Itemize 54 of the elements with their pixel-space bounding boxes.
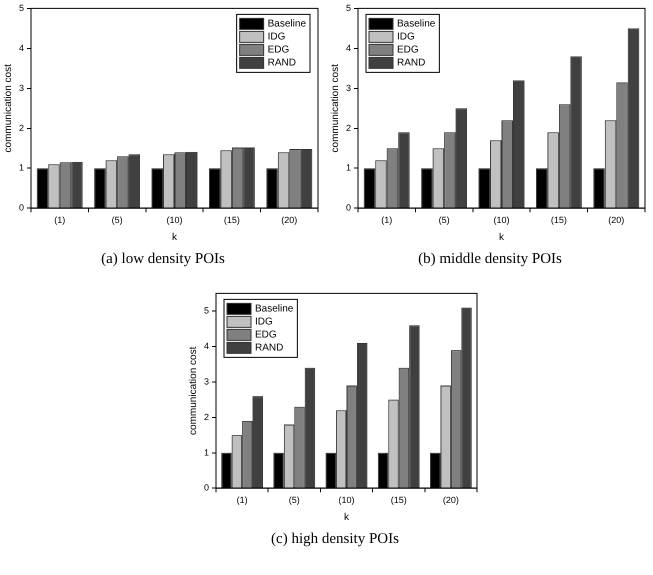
y-tick-label: 0 bbox=[204, 482, 210, 493]
legend-label: EDG bbox=[268, 44, 290, 56]
legend-label: IDG bbox=[255, 316, 274, 328]
x-tick-label: (1) bbox=[236, 495, 248, 506]
y-tick-label: 2 bbox=[204, 412, 210, 422]
y-tick-label: 4 bbox=[18, 42, 24, 53]
text: (c) high density POIs bbox=[270, 531, 400, 548]
y-tick-label: 5 bbox=[204, 306, 210, 316]
x-tick-label: (5) bbox=[112, 215, 123, 226]
x-tick-label: (20) bbox=[281, 215, 298, 226]
x-tick-label: (10) bbox=[166, 215, 183, 226]
x-axis-title: k bbox=[499, 232, 506, 243]
y-axis-title: communication cost bbox=[330, 64, 341, 152]
legend-label: Baseline bbox=[268, 18, 306, 30]
legend-label: EDG bbox=[397, 44, 419, 56]
y-tick-label: 4 bbox=[204, 341, 210, 352]
text: (b) middle density POIs bbox=[417, 251, 563, 268]
x-tick-label: (15) bbox=[390, 495, 407, 506]
legend-label: Baseline bbox=[397, 18, 436, 30]
y-tick-label: 1 bbox=[346, 162, 352, 173]
x-tick-label: (10) bbox=[338, 495, 355, 506]
legend-label: IDG bbox=[268, 32, 286, 43]
y-tick-label: 0 bbox=[346, 202, 352, 213]
legend-label: IDG bbox=[397, 32, 416, 43]
y-tick-label: 5 bbox=[346, 2, 352, 13]
y-tick-label: 2 bbox=[18, 122, 24, 133]
x-tick-label: (5) bbox=[288, 495, 300, 506]
x-axis-title: k bbox=[172, 232, 178, 243]
y-tick-label: 3 bbox=[18, 82, 24, 93]
x-tick-label: (1) bbox=[381, 215, 392, 226]
x-tick-label: (15) bbox=[550, 215, 567, 226]
x-tick-label: (10) bbox=[493, 215, 510, 226]
y-tick-label: 0 bbox=[18, 202, 24, 213]
y-tick-label: 2 bbox=[346, 122, 352, 133]
x-tick-label: (1) bbox=[54, 215, 66, 226]
y-tick-label: 1 bbox=[18, 162, 24, 173]
legend-label: Baseline bbox=[255, 304, 294, 315]
x-tick-label: (20) bbox=[608, 215, 624, 226]
text: (a) low density POIs bbox=[100, 251, 226, 268]
x-tick-label: (15) bbox=[224, 215, 240, 226]
y-tick-label: 5 bbox=[18, 2, 24, 13]
legend-label: RAND bbox=[255, 342, 284, 354]
y-tick-label: 1 bbox=[204, 447, 210, 458]
y-tick-label: 4 bbox=[346, 42, 352, 53]
legend-label: EDG bbox=[255, 330, 277, 341]
legend-label: RAND bbox=[268, 58, 296, 69]
x-tick-label: (5) bbox=[438, 215, 450, 226]
y-axis-title: communication cost bbox=[188, 346, 199, 435]
x-tick-label: (20) bbox=[442, 495, 459, 506]
x-axis-title: k bbox=[344, 512, 350, 523]
y-tick-label: 3 bbox=[204, 376, 210, 386]
y-axis-title: communication cost bbox=[2, 64, 14, 152]
y-tick-label: 3 bbox=[346, 82, 352, 93]
legend-label: RAND bbox=[397, 58, 426, 69]
